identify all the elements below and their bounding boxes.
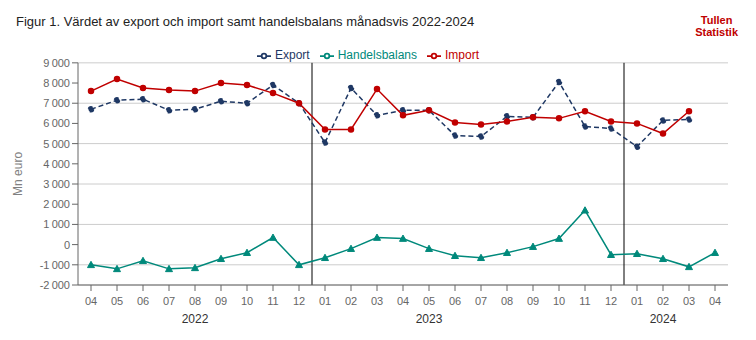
svg-text:07: 07 xyxy=(475,295,487,307)
svg-text:02: 02 xyxy=(345,295,357,307)
svg-text:9 000: 9 000 xyxy=(43,57,70,69)
svg-text:09: 09 xyxy=(215,295,227,307)
svg-text:8 000: 8 000 xyxy=(43,77,70,89)
svg-text:2 000: 2 000 xyxy=(43,198,70,210)
svg-text:3 000: 3 000 xyxy=(43,178,70,190)
svg-text:2023: 2023 xyxy=(416,312,443,326)
svg-text:11: 11 xyxy=(579,295,590,307)
svg-text:08: 08 xyxy=(501,295,513,307)
svg-text:02: 02 xyxy=(657,295,669,307)
svg-text:1 000: 1 000 xyxy=(43,218,70,230)
svg-text:0: 0 xyxy=(64,239,70,251)
svg-text:2024: 2024 xyxy=(650,312,677,326)
svg-text:03: 03 xyxy=(683,295,695,307)
svg-text:04: 04 xyxy=(85,295,97,307)
html-text:Tullen: Tullen xyxy=(700,14,733,26)
svg-text:08: 08 xyxy=(189,295,201,307)
html-text:Handelsbalans: Handelsbalans xyxy=(337,48,417,62)
svg-text:05: 05 xyxy=(423,295,435,307)
html-text:Export: Export xyxy=(275,48,310,62)
svg-text:01: 01 xyxy=(319,295,331,307)
html-text:Statistik: Statistik xyxy=(695,26,738,38)
svg-text:7 000: 7 000 xyxy=(43,97,70,109)
svg-text:01: 01 xyxy=(631,295,643,307)
html-text:Import: Import xyxy=(445,48,479,62)
svg-text:04: 04 xyxy=(709,295,721,307)
svg-text:11: 11 xyxy=(267,295,278,307)
svg-text:Mn euro: Mn euro xyxy=(11,152,25,196)
svg-text:04: 04 xyxy=(397,295,409,307)
svg-text:12: 12 xyxy=(605,295,617,307)
svg-text:07: 07 xyxy=(163,295,175,307)
svg-text:10: 10 xyxy=(241,295,253,307)
svg-text:5 000: 5 000 xyxy=(43,138,70,150)
svg-text:6 000: 6 000 xyxy=(43,117,70,129)
svg-text:09: 09 xyxy=(527,295,539,307)
svg-text:-2 000: -2 000 xyxy=(40,279,70,291)
svg-text:05: 05 xyxy=(111,295,123,307)
svg-text:2022: 2022 xyxy=(182,312,209,326)
svg-text:06: 06 xyxy=(449,295,461,307)
svg-text:10: 10 xyxy=(553,295,565,307)
html-text:Figur 1. Värdet av export och: Figur 1. Värdet av export och import sam… xyxy=(16,14,475,29)
svg-text:-1 000: -1 000 xyxy=(40,259,70,271)
svg-text:06: 06 xyxy=(137,295,149,307)
svg-text:03: 03 xyxy=(371,295,383,307)
svg-text:12: 12 xyxy=(293,295,305,307)
svg-text:4 000: 4 000 xyxy=(43,158,70,170)
